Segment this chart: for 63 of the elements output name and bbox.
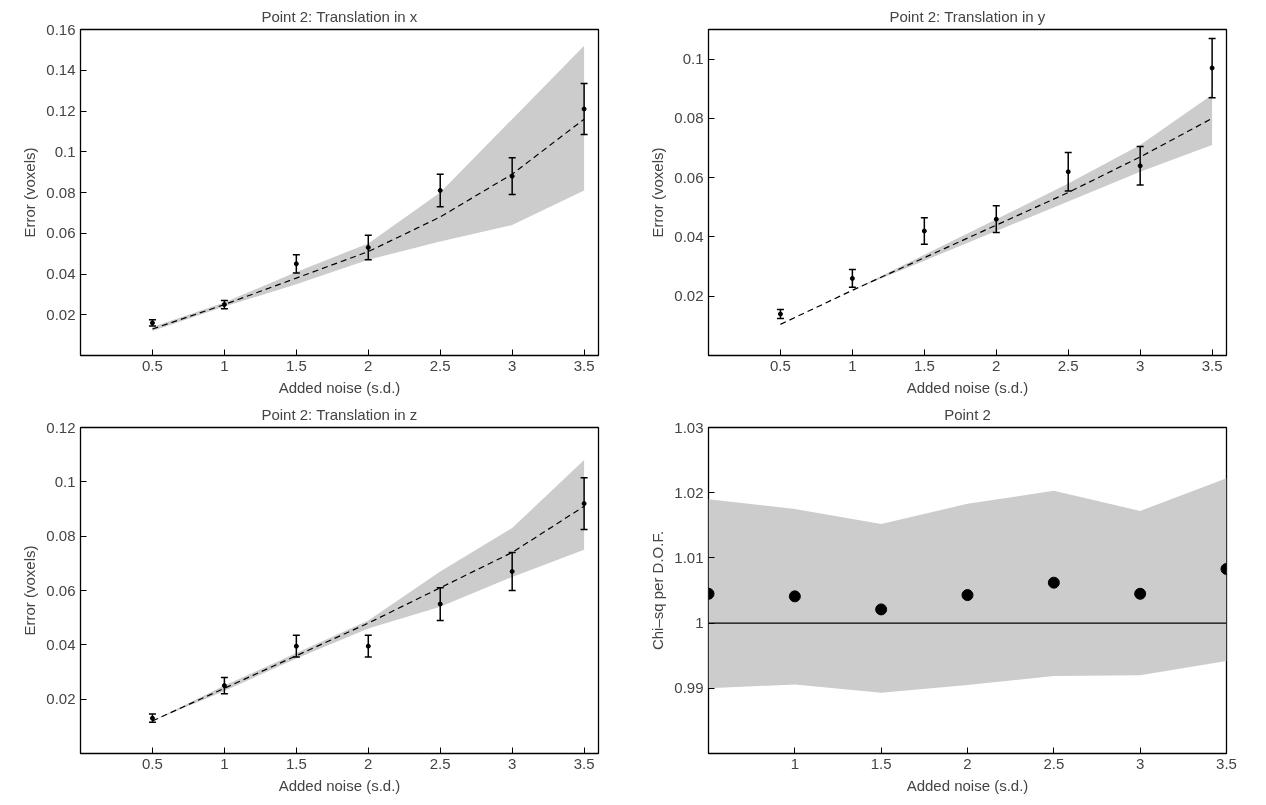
y-tick-label: 1.03 — [674, 418, 704, 436]
x-tick-label: 1 — [790, 754, 800, 772]
y-tick-label: 0.1 — [54, 142, 76, 160]
x-tick-label: 3.5 — [573, 754, 595, 772]
y-tick-label: 1.02 — [674, 483, 704, 501]
y-tick-label: 0.04 — [46, 265, 76, 282]
x-tick-label: 2 — [364, 754, 373, 772]
y-tick-label: 0.06 — [46, 224, 76, 242]
y-tick-label: 0.08 — [674, 109, 704, 127]
y-tick-label: 0.1 — [54, 472, 76, 490]
x-tick-label: 2.5 — [429, 754, 451, 772]
x-tick-label: 3 — [1136, 356, 1145, 374]
x-axis-title: Added noise (s.d.) — [278, 378, 401, 396]
x-tick-label: 0.5 — [770, 356, 791, 374]
x-tick-label: 1 — [220, 754, 229, 772]
y-tick-label: 0.06 — [46, 581, 76, 599]
x-tick-label: 3.5 — [573, 356, 595, 374]
x-tick-label: 2 — [992, 356, 1001, 374]
y-tick-label: 0.08 — [46, 183, 76, 201]
y-tick-label: 0.08 — [46, 527, 76, 545]
x-tick-label: 3.5 — [1216, 754, 1237, 772]
x-tick-label: 2.5 — [1057, 356, 1079, 374]
x-tick-label: 0.5 — [142, 356, 163, 374]
y-axis-title: Error (voxels) — [21, 545, 39, 636]
y-axis-title: Error (voxels) — [21, 147, 39, 238]
chart-title: Point 2: Translation in y — [889, 7, 1046, 25]
y-tick-label: 0.02 — [674, 287, 704, 305]
x-axis-title: Added noise (s.d.) — [906, 776, 1029, 794]
x-tick-label: 1 — [848, 356, 857, 374]
y-tick-label: 0.06 — [674, 168, 704, 186]
x-tick-label: 2.5 — [429, 356, 451, 374]
x-tick-label: 2 — [963, 754, 972, 772]
x-axis-title: Added noise (s.d.) — [906, 378, 1029, 396]
chart-title: Point 2 — [944, 405, 991, 423]
y-tick-label: 0.02 — [46, 690, 76, 708]
y-tick-label: 0.1 — [682, 50, 704, 68]
y-tick-label: 0.02 — [46, 305, 76, 323]
y-tick-label: 0.04 — [46, 635, 76, 653]
y-tick-label: 0.12 — [46, 418, 76, 436]
y-tick-label: 0.04 — [674, 227, 704, 245]
y-tick-label: 0.12 — [46, 102, 76, 119]
y-tick-label: 0.99 — [674, 679, 704, 697]
x-tick-label: 1.5 — [285, 754, 307, 772]
chart-title: Point 2: Translation in z — [261, 405, 418, 423]
y-tick-label: 1.01 — [674, 548, 704, 566]
y-tick-label: 0.16 — [46, 20, 76, 38]
y-axis-title: Error (voxels) — [649, 147, 667, 238]
x-tick-label: 3 — [1136, 754, 1145, 772]
x-tick-label: 1 — [220, 356, 229, 374]
x-tick-label: 1.5 — [870, 754, 892, 772]
x-tick-label: 2 — [364, 356, 373, 374]
y-tick-label: 1 — [695, 614, 704, 632]
y-tick-label: 0.14 — [46, 61, 76, 79]
x-axis-title: Added noise (s.d.) — [278, 776, 401, 794]
x-tick-label: 1.5 — [285, 356, 307, 374]
chart-title: Point 2: Translation in x — [261, 7, 418, 25]
x-tick-label: 3.5 — [1201, 356, 1223, 374]
x-tick-label: 3 — [508, 754, 517, 772]
x-tick-label: 2.5 — [1043, 754, 1065, 772]
x-tick-label: 3 — [508, 356, 517, 374]
x-tick-label: 1.5 — [913, 356, 935, 374]
y-axis-title: Chi–sq per D.O.F. — [649, 530, 667, 651]
x-tick-label: 0.5 — [142, 754, 163, 772]
